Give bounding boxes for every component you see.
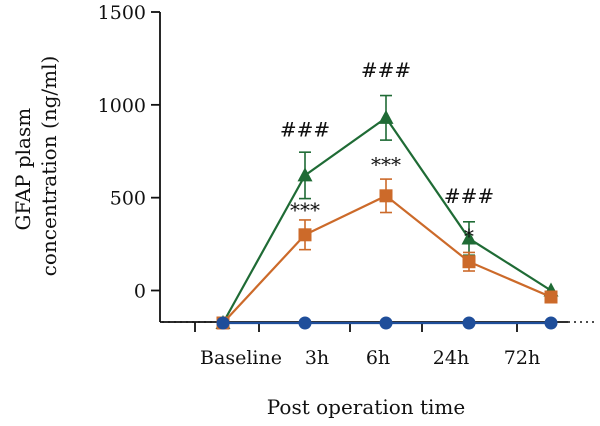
data-point-circle (379, 316, 393, 330)
data-point-square (379, 189, 393, 203)
y-axis-title-line-1: GFAP plasm (11, 108, 35, 231)
series (216, 178, 558, 330)
data-point-triangle (297, 167, 313, 182)
x-tick-label: 72h (504, 347, 540, 369)
series (216, 316, 558, 330)
x-tick-label: Baseline (200, 347, 282, 369)
data-point-square (544, 290, 558, 304)
x-tick-label: 24h (433, 347, 469, 369)
data-point-circle (544, 316, 558, 330)
annotations: #########******* (280, 58, 494, 248)
series-layer (215, 94, 559, 330)
data-point-triangle (378, 109, 394, 124)
significance-marker: ### (444, 184, 494, 208)
y-tick-label: 0 (134, 281, 146, 303)
y-tick-label: 500 (110, 188, 146, 210)
significance-marker: *** (371, 153, 401, 177)
x-tick-label: 6h (366, 347, 390, 369)
data-point-square (462, 255, 476, 269)
axes: 0 500 1000 1500 Baseline 3h 6h 24h 72h (98, 2, 598, 369)
data-point-square (298, 228, 312, 242)
data-point-circle (216, 316, 230, 330)
series-line (222, 116, 552, 324)
y-axis-title-line-2: concentration (ng/ml) (37, 56, 61, 277)
significance-marker: ### (280, 117, 330, 141)
y-axis-title: GFAP plasm concentration (ng/ml) (11, 56, 61, 277)
y-tick-label: 1000 (98, 95, 146, 117)
data-point-circle (462, 316, 476, 330)
y-tick-label: 1500 (98, 2, 146, 24)
significance-marker: *** (290, 198, 320, 222)
data-point-triangle (461, 230, 477, 245)
significance-marker: * (464, 224, 474, 248)
x-tick-label: 3h (305, 347, 329, 369)
significance-marker: ### (361, 58, 411, 82)
data-point-circle (298, 316, 312, 330)
x-axis-title: Post operation time (267, 395, 465, 419)
